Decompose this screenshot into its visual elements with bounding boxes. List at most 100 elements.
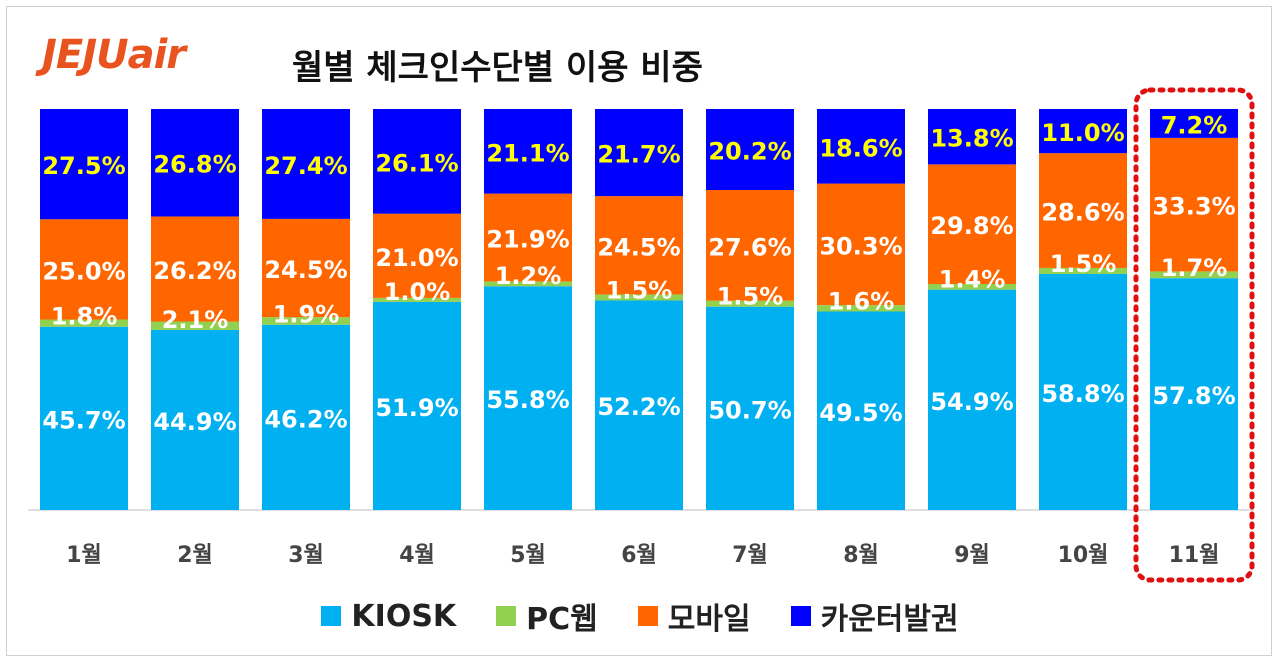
- data-label-mobile-7: 27.6%: [708, 233, 791, 261]
- data-label-kiosk-4: 51.9%: [375, 394, 458, 422]
- data-label-mobile-10: 28.6%: [1041, 199, 1124, 227]
- bar-pcweb-1: [40, 319, 128, 327]
- bar-pcweb-7: [706, 300, 794, 307]
- data-label-mobile-5: 21.9%: [486, 226, 569, 254]
- data-label-mobile-8: 30.3%: [819, 232, 902, 260]
- bar-kiosk-2: [151, 329, 239, 510]
- data-label-counter-11: 7.2%: [1161, 111, 1228, 139]
- data-label-counter-2: 26.8%: [153, 151, 236, 179]
- data-label-kiosk-3: 46.2%: [264, 405, 347, 433]
- legend-label-pcweb: PC웹: [526, 602, 598, 637]
- data-label-counter-5: 21.1%: [486, 139, 569, 167]
- data-label-counter-3: 27.4%: [264, 152, 347, 180]
- bar-counter-2: [151, 109, 239, 217]
- data-label-pcweb-5: 1.2%: [495, 262, 562, 290]
- data-label-counter-6: 21.7%: [597, 141, 680, 169]
- bar-pcweb-3: [262, 317, 350, 325]
- data-label-kiosk-9: 54.9%: [930, 388, 1013, 416]
- data-label-pcweb-9: 1.4%: [939, 266, 1006, 294]
- data-label-counter-1: 27.5%: [42, 152, 125, 180]
- bar-pcweb-10: [1039, 267, 1127, 274]
- bar-counter-11: [1150, 109, 1238, 138]
- bar-counter-5: [484, 109, 572, 194]
- x-tick-label-1: 1월: [66, 543, 102, 568]
- data-label-pcweb-6: 1.5%: [606, 276, 673, 304]
- data-label-mobile-9: 29.8%: [930, 212, 1013, 240]
- bar-counter-8: [817, 109, 905, 184]
- x-tick-label-8: 8월: [843, 543, 879, 568]
- chart-frame: [6, 6, 1272, 656]
- bar-pcweb-6: [595, 294, 683, 301]
- jejuair-logo: JEJUair: [42, 32, 186, 78]
- bar-kiosk-7: [706, 306, 794, 510]
- data-label-kiosk-10: 58.8%: [1041, 380, 1124, 408]
- bar-pcweb-5: [484, 281, 572, 287]
- data-label-mobile-4: 21.0%: [375, 244, 458, 272]
- data-label-mobile-2: 26.2%: [153, 257, 236, 285]
- bar-counter-10: [1039, 109, 1127, 154]
- data-label-kiosk-5: 55.8%: [486, 386, 569, 414]
- legend-swatch-mobile: [637, 606, 658, 626]
- bar-mobile-4: [373, 213, 461, 298]
- data-label-counter-4: 26.1%: [375, 149, 458, 177]
- bar-kiosk-8: [817, 311, 905, 510]
- bar-counter-6: [595, 109, 683, 197]
- bar-kiosk-6: [595, 300, 683, 510]
- legend-label-mobile: 모바일: [667, 602, 751, 637]
- bar-counter-1: [40, 109, 128, 220]
- bar-mobile-10: [1039, 153, 1127, 268]
- data-label-kiosk-7: 50.7%: [708, 396, 791, 424]
- legend-label-counter: 카운터발권: [820, 602, 959, 637]
- legend-swatch-counter: [790, 606, 811, 626]
- data-label-mobile-6: 24.5%: [597, 233, 680, 261]
- data-label-kiosk-2: 44.9%: [153, 408, 236, 436]
- data-label-kiosk-6: 52.2%: [597, 393, 680, 421]
- x-tick-label-10: 10월: [1058, 543, 1109, 568]
- bar-mobile-3: [262, 218, 350, 318]
- bar-kiosk-3: [262, 324, 350, 510]
- x-tick-label-7: 7월: [732, 543, 768, 568]
- x-tick-label-9: 9월: [954, 543, 990, 568]
- data-label-pcweb-4: 1.0%: [384, 278, 451, 306]
- bar-kiosk-5: [484, 286, 572, 510]
- bar-kiosk-1: [40, 326, 128, 510]
- chart-legend: KIOSK PC웹 모바일 카운터발권: [0, 594, 1280, 638]
- bar-counter-4: [373, 109, 461, 214]
- data-label-kiosk-8: 49.5%: [819, 399, 902, 427]
- bar-pcweb-2: [151, 321, 239, 330]
- bar-counter-7: [706, 109, 794, 191]
- data-label-kiosk-1: 45.7%: [42, 406, 125, 434]
- legend-label-kiosk: KIOSK: [351, 598, 457, 634]
- data-label-counter-8: 18.6%: [819, 134, 902, 162]
- x-tick-label-3: 3월: [288, 543, 324, 568]
- bar-kiosk-4: [373, 301, 461, 510]
- legend-item-pcweb: PC웹: [496, 594, 598, 638]
- bar-mobile-9: [928, 164, 1016, 285]
- bar-pcweb-4: [373, 297, 461, 302]
- x-tick-label-4: 4월: [399, 543, 435, 568]
- data-label-counter-10: 11.0%: [1041, 119, 1124, 147]
- data-label-counter-9: 13.8%: [930, 125, 1013, 153]
- legend-swatch-kiosk: [321, 606, 342, 626]
- legend-item-kiosk: KIOSK: [321, 599, 456, 634]
- bar-kiosk-10: [1039, 273, 1127, 510]
- bar-mobile-6: [595, 196, 683, 295]
- chart-title: 월별 체크인수단별 이용 비중: [292, 48, 703, 88]
- data-label-pcweb-2: 2.1%: [162, 306, 229, 334]
- bar-mobile-5: [484, 193, 572, 282]
- bar-kiosk-9: [928, 289, 1016, 510]
- data-label-pcweb-7: 1.5%: [717, 283, 784, 311]
- legend-item-mobile: 모바일: [637, 594, 751, 638]
- data-label-pcweb-10: 1.5%: [1050, 250, 1117, 278]
- data-label-mobile-11: 33.3%: [1152, 193, 1235, 221]
- x-tick-label-5: 5월: [510, 543, 546, 568]
- data-label-mobile-3: 24.5%: [264, 256, 347, 284]
- bar-counter-9: [928, 109, 1016, 165]
- data-label-pcweb-11: 1.7%: [1161, 254, 1228, 282]
- bar-pcweb-9: [928, 284, 1016, 290]
- data-label-kiosk-11: 57.8%: [1152, 382, 1235, 410]
- bar-counter-3: [262, 109, 350, 219]
- bar-mobile-2: [151, 216, 239, 322]
- bar-mobile-8: [817, 183, 905, 306]
